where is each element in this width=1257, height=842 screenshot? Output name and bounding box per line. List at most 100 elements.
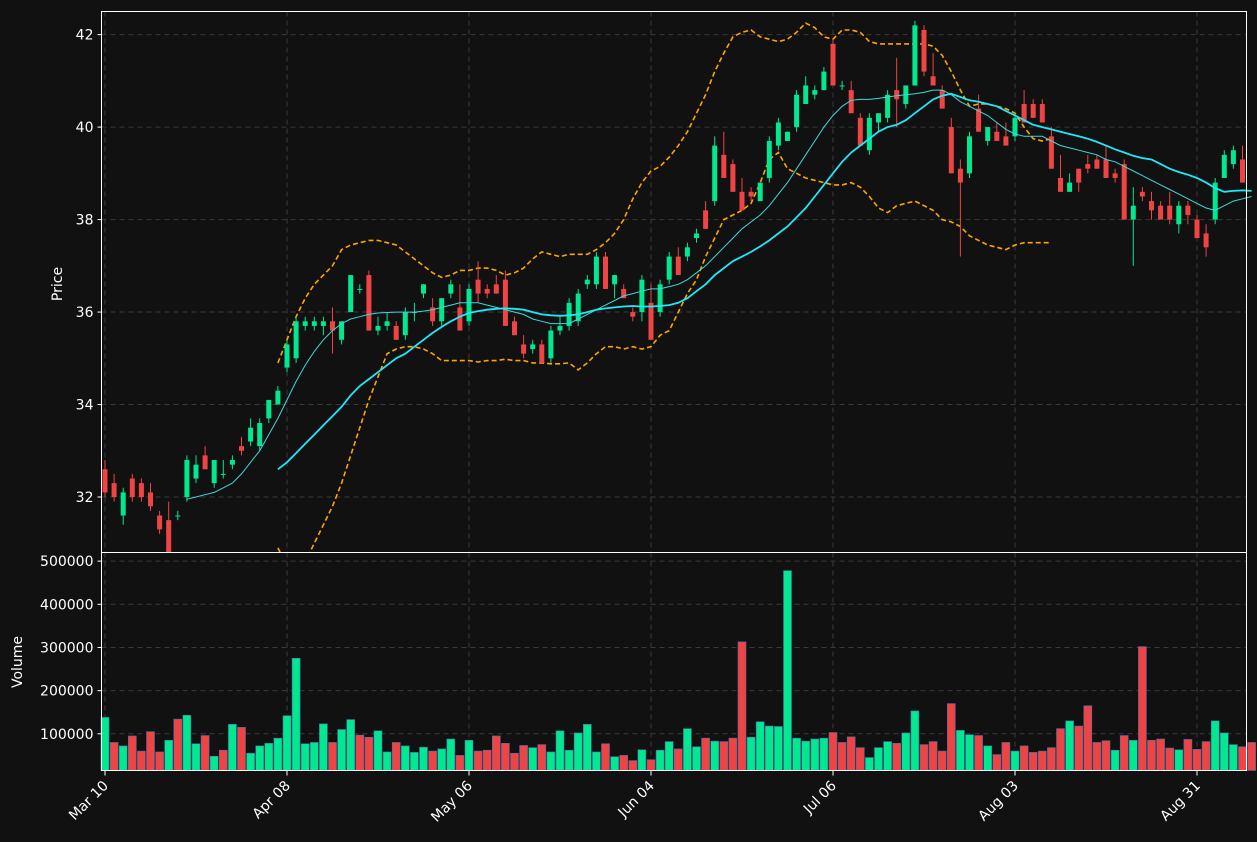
volume-bar — [1192, 749, 1202, 771]
volume-bar — [646, 759, 656, 771]
volume-bar — [519, 745, 528, 771]
candle-body — [748, 191, 754, 197]
candle-body — [957, 168, 963, 183]
price-y-tick-label: 40 — [76, 120, 94, 136]
volume-bar — [1165, 747, 1174, 771]
candle-body — [157, 515, 163, 530]
volume-bar — [783, 570, 792, 771]
candle-body — [512, 321, 517, 336]
candle-body — [1067, 182, 1073, 192]
volume-bar — [1047, 747, 1056, 771]
candle-body — [694, 233, 699, 239]
bollinger-lower-band — [277, 151, 1052, 553]
candle-body — [502, 279, 508, 326]
candle-body — [930, 76, 936, 86]
candle-body — [366, 275, 372, 331]
volume-bar — [673, 748, 683, 771]
candle-body — [775, 122, 781, 146]
candle-body — [320, 321, 326, 326]
candle-body — [985, 127, 991, 141]
candle-body — [330, 321, 335, 331]
volume-bar — [173, 718, 183, 771]
volume-bar — [219, 749, 228, 771]
candle-body — [1094, 159, 1100, 169]
candle-body — [129, 478, 135, 498]
candle-body — [612, 275, 618, 285]
volume-y-tick-label: 400000 — [40, 597, 93, 613]
volume-bar — [264, 743, 274, 771]
candle-body — [421, 284, 426, 294]
volume-bar — [328, 742, 337, 771]
volume-bar — [1210, 720, 1220, 771]
volume-bar — [1010, 750, 1020, 771]
volume-bar — [746, 736, 756, 771]
candle-body — [275, 390, 281, 405]
volume-bar — [837, 742, 847, 771]
volume-bar — [610, 756, 619, 771]
candle-body — [1149, 201, 1154, 211]
candle-body — [812, 90, 818, 95]
volume-bar — [810, 738, 820, 771]
volume-y-axis: 100000 200000 300000 400000 500000 — [40, 554, 102, 743]
volume-bar — [309, 742, 319, 771]
volume-bar — [983, 745, 993, 771]
moving-average-slow-line — [277, 92, 1252, 471]
volume-bar — [228, 724, 237, 771]
volume-bar — [956, 730, 965, 771]
volume-bar — [792, 737, 801, 771]
volume-y-axis-label: Volume — [10, 636, 26, 688]
volume-bar — [774, 726, 783, 771]
candle-body — [994, 131, 1000, 141]
volume-bar — [382, 751, 392, 771]
volume-bar — [619, 755, 629, 771]
candle-body — [1039, 103, 1045, 123]
volume-bar — [1229, 744, 1238, 771]
volume-bar — [1074, 725, 1083, 771]
candle-body — [348, 275, 354, 313]
candle-body — [921, 29, 927, 72]
candle-body — [1048, 136, 1054, 169]
candle-body — [211, 460, 217, 484]
volume-bar — [564, 749, 574, 771]
volume-panel-frame — [101, 552, 1247, 771]
candle-body — [557, 325, 563, 331]
volume-y-tick-label: 200000 — [40, 684, 93, 700]
candle-body — [1230, 150, 1236, 165]
candle-body — [1076, 168, 1082, 183]
price-y-axis-label: Price — [50, 267, 66, 301]
candle-body — [1003, 136, 1009, 146]
volume-bar — [464, 739, 474, 771]
candle-body — [239, 446, 244, 451]
moving-average-fast-line — [186, 89, 1252, 500]
volume-bar — [582, 724, 592, 771]
volume-bar — [855, 747, 865, 771]
candle-body — [1012, 117, 1018, 137]
candle-body — [384, 321, 390, 326]
candle-body — [876, 113, 881, 123]
volume-bar — [737, 641, 747, 771]
candle-body — [739, 191, 745, 211]
volume-bar — [155, 751, 164, 771]
volume-bar — [400, 745, 410, 771]
candle-body — [575, 293, 581, 322]
candle-body — [1058, 177, 1063, 192]
candle-body — [666, 256, 672, 280]
volume-bar — [664, 741, 674, 771]
candle-body — [1221, 154, 1227, 178]
volume-bar-series — [100, 570, 1256, 771]
candle-body — [148, 492, 153, 507]
candle-body — [457, 307, 463, 331]
volume-bar — [883, 741, 892, 771]
volume-bar — [528, 747, 538, 771]
volume-bar — [764, 725, 774, 771]
candle-body — [785, 131, 790, 141]
candle-body — [721, 154, 727, 178]
candle-body — [193, 464, 199, 479]
volume-bar — [546, 751, 556, 771]
candle-body — [603, 256, 608, 289]
volume-bar — [1156, 738, 1165, 771]
volume-bar — [1183, 739, 1193, 771]
volume-bar — [100, 717, 110, 771]
candle-body — [539, 344, 545, 363]
volume-bar — [683, 728, 692, 771]
